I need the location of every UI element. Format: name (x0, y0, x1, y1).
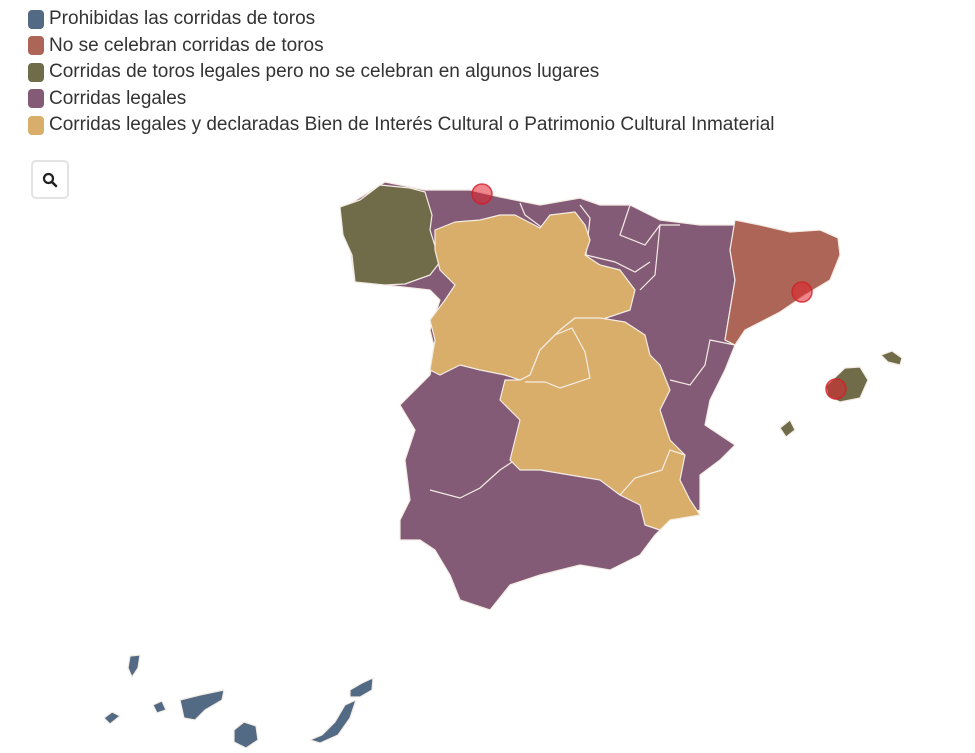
legend-item-legal-some-places[interactable]: Corridas de toros legales pero no se cel… (28, 59, 775, 86)
region-border (429, 459, 516, 499)
region-la-gomera[interactable] (152, 700, 167, 714)
legend-swatch (28, 36, 44, 56)
legend: Prohibidas las corridas de toros No se c… (28, 6, 775, 139)
legend-item-not-celebrated[interactable]: No se celebran corridas de toros (28, 33, 775, 60)
map-marker[interactable] (791, 281, 813, 303)
region-border (525, 327, 591, 389)
region-ibiza[interactable] (779, 419, 796, 438)
legend-label: Corridas legales y declaradas Bien de In… (49, 114, 775, 136)
region-tenerife[interactable] (179, 689, 225, 721)
region-border (519, 202, 549, 233)
region-fuerteventura[interactable] (309, 699, 357, 744)
region-border (579, 204, 651, 273)
legend-label: Corridas legales (49, 87, 187, 109)
legend-label: Prohibidas las corridas de toros (49, 8, 316, 30)
region-lanzarote[interactable] (349, 677, 374, 698)
region-gran-canaria[interactable] (233, 721, 259, 749)
legend-label: Corridas de toros legales pero no se cel… (49, 61, 600, 83)
search-icon (42, 172, 58, 187)
region-border (669, 339, 736, 386)
region-la-palma[interactable] (127, 654, 141, 678)
legend-item-legal[interactable]: Corridas legales (28, 86, 775, 113)
map-marker[interactable] (471, 183, 493, 205)
legend-item-prohibited[interactable]: Prohibidas las corridas de toros (28, 6, 775, 33)
region-catalonia[interactable] (724, 219, 841, 346)
legend-swatch (28, 115, 44, 135)
map-marker[interactable] (825, 378, 847, 400)
legend-item-cultural-heritage[interactable]: Corridas legales y declaradas Bien de In… (28, 112, 775, 139)
zoom-button[interactable] (31, 160, 69, 199)
legend-swatch (28, 89, 44, 109)
legend-swatch (28, 9, 44, 29)
region-border (619, 204, 680, 246)
region-el-hierro[interactable] (103, 711, 121, 725)
region-menorca[interactable] (880, 350, 903, 366)
legend-swatch (28, 62, 44, 82)
region-border (619, 449, 686, 496)
region-castilla-la-mancha[interactable] (499, 317, 701, 531)
legend-label: No se celebran corridas de toros (49, 34, 324, 56)
region-border (639, 224, 661, 291)
